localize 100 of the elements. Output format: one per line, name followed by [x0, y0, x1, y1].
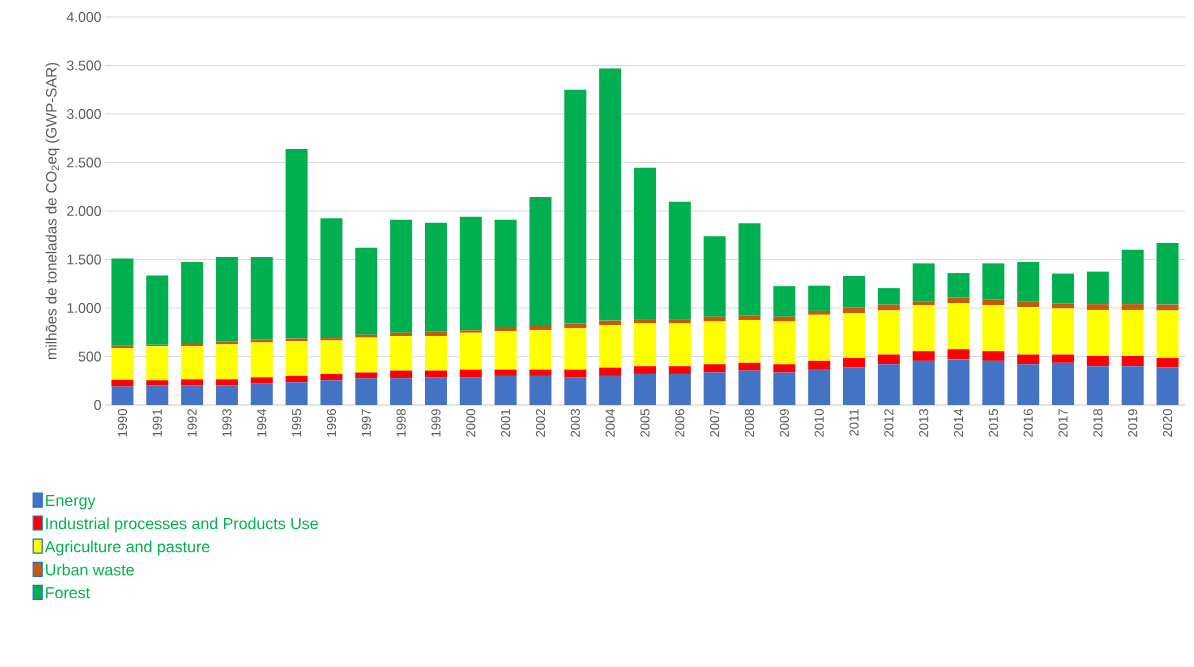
- bar: [808, 360, 831, 370]
- bar: [111, 379, 134, 387]
- x-tick-label: 1990: [117, 409, 128, 437]
- bar: [146, 275, 169, 345]
- bar: [1121, 304, 1144, 310]
- bar: [668, 366, 691, 374]
- bar: [1156, 367, 1179, 405]
- bar: [599, 320, 622, 325]
- bar: [564, 369, 587, 378]
- x-tick-label: 2020: [1162, 409, 1173, 437]
- x-tick-label: 1993: [222, 409, 232, 437]
- bar: [633, 373, 656, 405]
- bar: [808, 314, 831, 361]
- bar: [668, 319, 691, 324]
- bar: [877, 354, 900, 365]
- bar: [1121, 366, 1144, 405]
- bar: [947, 303, 970, 350]
- bar: [738, 320, 761, 363]
- bar: [494, 331, 517, 370]
- x-tick-label: 2016: [1023, 409, 1033, 437]
- bar: [459, 332, 482, 370]
- bar: [1156, 357, 1179, 368]
- bar: [355, 247, 378, 335]
- x-tick-label: 2015: [988, 409, 998, 437]
- bar: [982, 351, 1005, 361]
- bar: [912, 305, 935, 352]
- bar: [494, 326, 517, 332]
- bar: [146, 380, 169, 386]
- bar: [390, 378, 413, 405]
- bar: [355, 337, 378, 373]
- bar: [1086, 366, 1109, 405]
- bar: [215, 385, 238, 405]
- bar: [1017, 364, 1040, 405]
- bar: [111, 258, 134, 346]
- bar: [703, 372, 726, 405]
- bar: [390, 336, 413, 371]
- x-tick-label: 2002: [535, 409, 546, 437]
- x-tick-label: 2014: [953, 408, 964, 437]
- x-tick-label: 1991: [152, 409, 162, 437]
- bar: [215, 341, 238, 345]
- bar: [1017, 354, 1040, 365]
- bar: [250, 383, 273, 405]
- bar: [215, 344, 238, 380]
- bar: [424, 377, 447, 405]
- x-tick-label: 2011: [849, 409, 859, 436]
- bar: [181, 261, 204, 343]
- bar: [250, 257, 273, 340]
- bar: [947, 359, 970, 405]
- x-tick-label: 1995: [292, 409, 302, 437]
- x-tick-label: 1997: [361, 409, 371, 437]
- bar: [738, 223, 761, 316]
- bar: [529, 369, 552, 376]
- bar: [843, 313, 866, 358]
- bar: [773, 286, 796, 317]
- bar: [146, 385, 169, 405]
- bar: [320, 380, 343, 405]
- bar: [1017, 307, 1040, 355]
- bar: [285, 375, 308, 383]
- legend-label: Forest: [46, 587, 91, 599]
- bar: [912, 360, 935, 405]
- bar: [599, 367, 622, 376]
- bar: [390, 219, 413, 333]
- bar: [1052, 362, 1075, 405]
- bar: [982, 360, 1005, 405]
- bar: [773, 321, 796, 365]
- x-tick-label: 1994: [257, 408, 267, 437]
- bar: [982, 299, 1005, 306]
- bar: [843, 367, 866, 405]
- bar: [599, 375, 622, 405]
- bar: [912, 301, 935, 306]
- y-tick-label: 0: [94, 400, 101, 410]
- x-tick-label: 2013: [919, 409, 929, 437]
- bar: [633, 323, 656, 367]
- y-tick-label: 3.000: [66, 109, 101, 119]
- bar: [668, 201, 691, 320]
- bar: [877, 288, 900, 305]
- bar: [1156, 310, 1179, 358]
- bar: [111, 386, 134, 405]
- bar: [1052, 308, 1075, 355]
- bar: [250, 342, 273, 378]
- bar: [215, 379, 238, 386]
- bar: [320, 340, 343, 374]
- bar: [1121, 249, 1144, 305]
- bar: [773, 364, 796, 373]
- bar: [808, 369, 831, 405]
- bar: [633, 366, 656, 374]
- legend-label: Urban waste: [46, 563, 134, 576]
- bar: [355, 334, 378, 338]
- bar: [843, 357, 866, 368]
- bar: [982, 263, 1005, 300]
- bar: [1017, 261, 1040, 302]
- y-tick-label: 1.000: [67, 303, 101, 313]
- bar: [738, 370, 761, 405]
- bar: [877, 310, 900, 355]
- y-tick-label: 2.500: [67, 157, 101, 168]
- x-tick-label: 2012: [884, 409, 894, 437]
- bar: [529, 375, 552, 405]
- bar: [668, 323, 691, 367]
- x-tick-label: 2010: [814, 409, 824, 437]
- bar: [877, 364, 900, 405]
